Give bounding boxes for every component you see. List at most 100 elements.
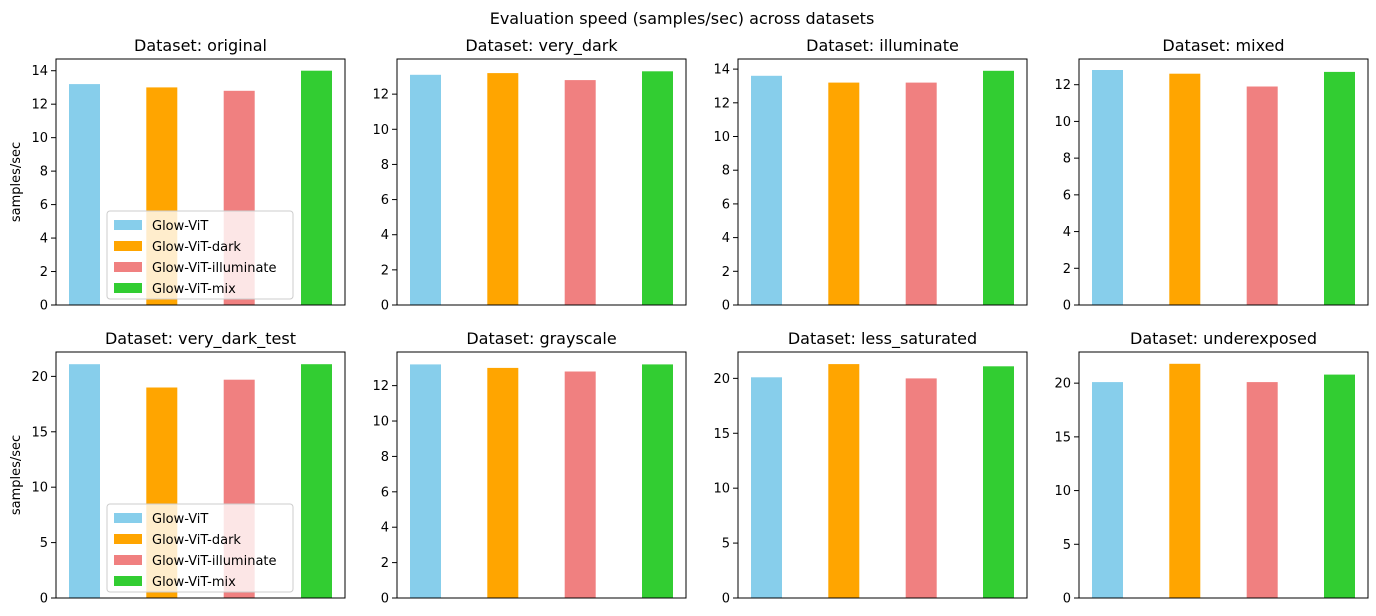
axes-frame [396, 58, 687, 306]
y-tick-label: 20 [1054, 377, 1071, 392]
y-tick-label: 2 [1063, 262, 1071, 277]
subplot-title: Dataset: mixed [1162, 36, 1284, 55]
y-tick-label: 10 [713, 482, 730, 497]
y-tick-label: 10 [372, 415, 389, 430]
axes-frame [55, 58, 346, 306]
bar-glow-vit-illuminate [905, 378, 937, 598]
y-tick-label: 15 [1054, 430, 1071, 445]
y-axis-label: samples/sec [9, 142, 24, 222]
y-tick-label: 8 [381, 450, 389, 465]
subplot-1: Dataset: original 0 2 4 6 8 10 12 14 samples/sec G… [9, 36, 346, 314]
bar-glow-vit-illuminate [905, 82, 937, 305]
legend-label: Glow-ViT-dark [152, 240, 241, 255]
y-tick-label: 12 [713, 96, 730, 111]
figure-suptitle: Evaluation speed (samples/sec) across da… [490, 9, 875, 28]
legend-label: Glow-ViT [152, 219, 208, 234]
legend-swatch [114, 534, 142, 544]
legend-box [106, 503, 294, 593]
y-tick-label: 2 [722, 265, 730, 280]
bar-glow-vit-dark [487, 367, 519, 598]
y-tick-label: 10 [372, 123, 389, 138]
subplot-3: Dataset: illuminate 0 2 4 6 8 10 12 14 [713, 36, 1028, 314]
y-tick-label: 2 [381, 556, 389, 571]
bar-glow-vit-mix [642, 71, 673, 305]
subplot-title: Dataset: grayscale [466, 329, 616, 348]
subplot-grid: Dataset: original 0 2 4 6 8 10 12 14 samples/sec G… [9, 36, 1369, 607]
legend: Glow-ViT Glow-ViT-dark Glow-ViT-illuminate… [106, 210, 294, 300]
bar-glow-vit-mix [1324, 374, 1355, 598]
y-axis-label: samples/sec [9, 435, 24, 515]
subplot-title: Dataset: underexposed [1130, 329, 1317, 348]
subplot-title: Dataset: very_dark_test [105, 329, 296, 349]
legend-swatch [114, 576, 142, 586]
subplot-6: Dataset: grayscale 0 2 4 6 8 10 12 [372, 329, 687, 607]
y-tick-label: 10 [1054, 115, 1071, 130]
legend-label: Glow-ViT-illuminate [152, 261, 277, 276]
bar-glow-vit-mix [983, 70, 1014, 305]
subplot-title: Dataset: original [134, 36, 267, 55]
axes-frame [737, 58, 1028, 306]
y-tick-label: 10 [1054, 484, 1071, 499]
y-tick-label: 12 [372, 88, 389, 103]
bar-glow-vit-mix [1324, 71, 1355, 306]
y-tick-label: 4 [381, 228, 389, 243]
bar-glow-vit [69, 364, 100, 598]
bar-glow-vit [751, 75, 782, 305]
bar-glow-vit [69, 84, 100, 305]
legend-label: Glow-ViT-mix [152, 575, 236, 590]
bar-glow-vit-dark [828, 82, 860, 305]
y-tick-label: 15 [713, 427, 730, 442]
legend-box [106, 210, 294, 300]
subplot-4: Dataset: mixed 0 2 4 6 8 10 12 [1054, 36, 1369, 314]
subplot-2: Dataset: very_dark 0 2 4 6 8 10 12 [372, 36, 687, 314]
bar-glow-vit [410, 74, 441, 305]
y-tick-label: 10 [31, 481, 48, 496]
y-tick-label: 15 [31, 425, 48, 440]
subplot-5: Dataset: very_dark_test 0 5 10 15 20 samples/s… [9, 329, 346, 607]
legend-swatch [114, 241, 142, 251]
bar-glow-vit-illuminate [1246, 86, 1278, 305]
y-tick-label: 4 [722, 231, 730, 246]
y-tick-label: 8 [381, 158, 389, 173]
axes-frame [55, 351, 346, 599]
legend-label: Glow-ViT-illuminate [152, 554, 277, 569]
y-tick-label: 6 [381, 485, 389, 500]
legend-label: Glow-ViT [152, 512, 208, 527]
y-tick-label: 10 [713, 130, 730, 145]
bar-glow-vit-mix [301, 364, 332, 598]
y-tick-label: 6 [1063, 188, 1071, 203]
bar-glow-vit-illuminate [564, 80, 596, 305]
y-tick-label: 8 [722, 164, 730, 179]
legend: Glow-ViT Glow-ViT-dark Glow-ViT-illuminate… [106, 503, 294, 593]
bar-glow-vit [410, 364, 441, 598]
legend-label: Glow-ViT-mix [152, 282, 236, 297]
y-tick-label: 8 [1063, 152, 1071, 167]
legend-swatch [114, 513, 142, 523]
subplot-title: Dataset: illuminate [806, 36, 959, 55]
y-tick-label: 4 [381, 521, 389, 536]
y-tick-label: 2 [40, 265, 48, 280]
subplot-7: Dataset: less_saturated 0 5 10 15 20 [713, 329, 1028, 607]
y-tick-label: 20 [31, 370, 48, 385]
y-tick-label: 0 [1063, 592, 1071, 607]
bar-glow-vit-illuminate [564, 371, 596, 598]
y-tick-label: 14 [31, 64, 48, 79]
y-tick-label: 0 [722, 299, 730, 314]
y-tick-label: 0 [40, 592, 48, 607]
y-tick-label: 6 [40, 198, 48, 213]
axes-frame [737, 351, 1028, 599]
legend-swatch [114, 220, 142, 230]
bar-glow-vit [1092, 382, 1123, 598]
bar-glow-vit [751, 377, 782, 598]
axes-frame [396, 351, 687, 599]
y-tick-label: 0 [381, 299, 389, 314]
bar-glow-vit-mix [301, 70, 332, 305]
y-tick-label: 12 [372, 379, 389, 394]
subplot-title: Dataset: less_saturated [788, 329, 977, 349]
y-tick-label: 14 [713, 63, 730, 78]
y-tick-label: 10 [31, 131, 48, 146]
bar-glow-vit-illuminate [1246, 382, 1278, 598]
legend-label: Glow-ViT-dark [152, 533, 241, 548]
axes-frame [1078, 58, 1369, 306]
bar-glow-vit-dark [1169, 363, 1201, 598]
